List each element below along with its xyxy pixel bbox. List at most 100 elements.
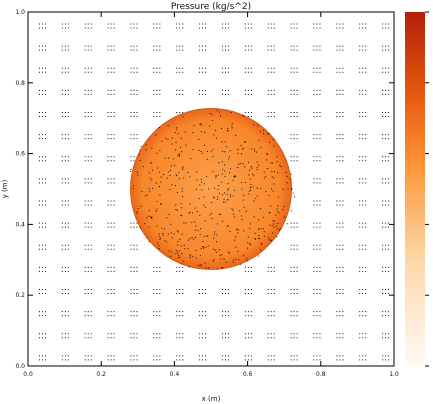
particle-marker [244, 270, 246, 272]
particle-marker [41, 178, 43, 180]
particle-marker [271, 171, 273, 173]
particle-marker [87, 289, 89, 291]
particle-marker [265, 175, 267, 177]
particle-marker [38, 315, 40, 317]
particle-marker [229, 196, 231, 198]
particle-marker [362, 270, 364, 272]
particle-marker [365, 23, 367, 25]
particle-marker [139, 149, 141, 151]
particle-marker [313, 89, 315, 91]
particle-marker [205, 355, 207, 357]
particle-marker [293, 49, 295, 51]
particle-marker [90, 178, 92, 180]
particle-marker [250, 311, 252, 313]
particle-marker [110, 248, 112, 250]
particle-marker [182, 112, 184, 114]
particle-marker [177, 241, 179, 243]
particle-marker [339, 266, 341, 268]
particle-marker [113, 289, 115, 291]
particle-marker [270, 89, 272, 91]
particle-marker [273, 67, 275, 69]
particle-marker [365, 138, 367, 140]
particle-marker [250, 23, 252, 25]
particle-marker [176, 315, 178, 317]
particle-marker [228, 172, 230, 174]
particle-marker [382, 200, 384, 202]
particle-marker [146, 217, 148, 219]
particle-marker [113, 248, 115, 250]
particle-marker [208, 125, 210, 127]
particle-marker [263, 235, 265, 237]
particle-marker [313, 116, 315, 118]
particle-marker [290, 138, 292, 140]
particle-marker [61, 311, 63, 313]
particle-marker [107, 23, 109, 25]
particle-marker [113, 244, 115, 246]
particle-marker [182, 71, 184, 73]
particle-marker [290, 23, 292, 25]
particle-marker [156, 359, 158, 361]
particle-marker [290, 49, 292, 51]
particle-marker [342, 160, 344, 162]
particle-marker [254, 237, 256, 239]
particle-marker [110, 222, 112, 224]
particle-marker [130, 138, 132, 140]
particle-marker [319, 266, 321, 268]
particle-marker [209, 112, 211, 114]
particle-marker [61, 337, 63, 339]
particle-marker [38, 134, 40, 136]
particle-marker [87, 315, 89, 317]
particle-marker [136, 49, 138, 51]
particle-marker [267, 311, 269, 313]
particle-marker [161, 227, 163, 229]
particle-marker [159, 270, 161, 272]
particle-marker [313, 289, 315, 291]
particle-marker [194, 229, 196, 231]
particle-marker [227, 225, 229, 227]
particle-marker [385, 160, 387, 162]
particle-marker [267, 315, 269, 317]
particle-marker [270, 205, 272, 207]
particle-marker [227, 293, 229, 295]
particle-marker [203, 204, 205, 206]
particle-marker [226, 193, 228, 195]
particle-marker [113, 293, 115, 295]
particle-marker [179, 112, 181, 114]
particle-marker [244, 141, 246, 143]
particle-marker [113, 355, 115, 357]
particle-marker [110, 355, 112, 357]
particle-marker [110, 49, 112, 51]
particle-marker [61, 112, 63, 114]
particle-marker [365, 134, 367, 136]
particle-marker [342, 116, 344, 118]
particle-marker [250, 223, 252, 225]
particle-marker [136, 71, 138, 73]
particle-marker [382, 355, 384, 357]
particle-marker [224, 311, 226, 313]
particle-marker [221, 337, 223, 339]
particle-marker [293, 248, 295, 250]
particle-marker [237, 148, 239, 150]
particle-marker [382, 89, 384, 91]
particle-marker [162, 232, 164, 234]
particle-marker [61, 244, 63, 246]
particle-marker [362, 27, 364, 29]
particle-marker [157, 242, 159, 244]
particle-marker [107, 45, 109, 47]
particle-marker [362, 311, 364, 313]
particle-marker [336, 156, 338, 158]
particle-marker [44, 248, 46, 250]
particle-marker [230, 194, 232, 196]
particle-marker [336, 89, 338, 91]
particle-marker [182, 293, 184, 295]
particle-marker [290, 270, 292, 272]
particle-marker [84, 49, 86, 51]
particle-marker [339, 112, 341, 114]
particle-marker [237, 232, 239, 234]
particle-marker [313, 23, 315, 25]
particle-marker [182, 45, 184, 47]
particle-marker [41, 355, 43, 357]
particle-marker [177, 252, 179, 254]
particle-marker [182, 167, 184, 169]
particle-marker [267, 355, 269, 357]
